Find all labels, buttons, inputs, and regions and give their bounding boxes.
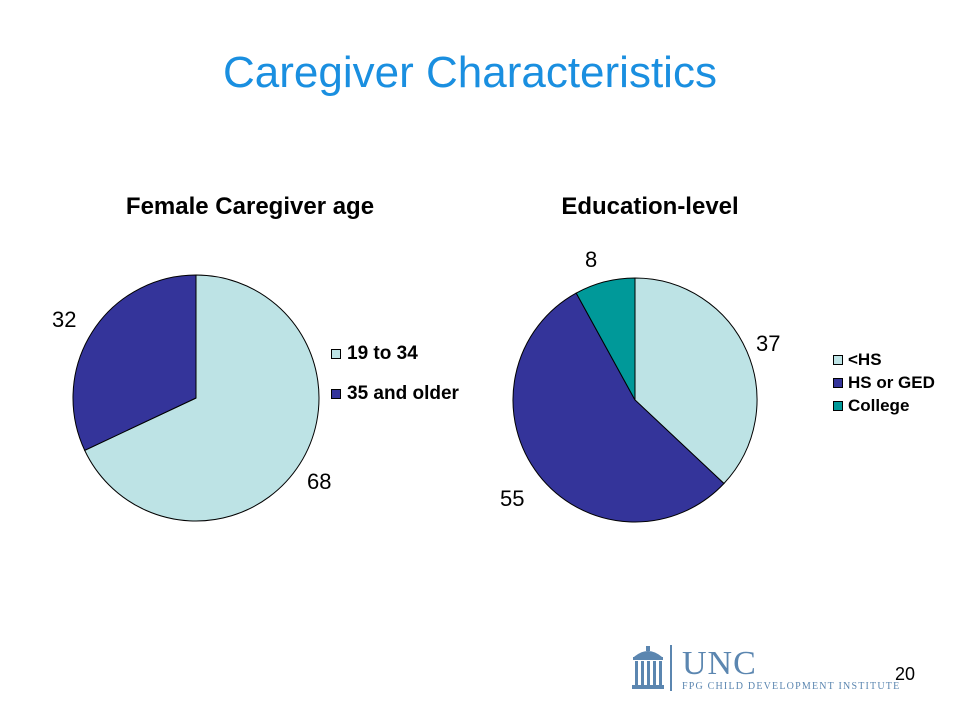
data-label-age-35-older: 32 (52, 307, 77, 332)
legend-item: 19 to 34 (331, 343, 459, 365)
legend-age: 19 to 34 35 and older (331, 343, 459, 405)
logo-divider (670, 645, 672, 691)
unc-fpg-logo: UNC FPG CHILD DEVELOPMENT INSTITUTE (630, 643, 899, 695)
slide-title: Caregiver Characteristics (223, 48, 717, 97)
page-number: 20 (894, 664, 915, 684)
logo-subtitle: FPG CHILD DEVELOPMENT INSTITUTE (682, 681, 901, 692)
chart-title-age: Female Caregiver age (125, 193, 375, 220)
old-well-icon (632, 646, 664, 689)
education-pie-chart (512, 277, 758, 523)
pie-slice-35-and-older (72, 274, 197, 452)
legend-label: College (848, 396, 910, 415)
legend-item: 35 and older (331, 383, 459, 405)
legend-swatch (331, 389, 341, 399)
data-label-edu-lt-hs: 37 (756, 331, 781, 356)
legend-education: <HS HS or GED College (833, 350, 935, 416)
legend-label: 19 to 34 (347, 343, 418, 364)
logo-name: UNC (682, 645, 757, 682)
pie-slice-hs-or-ged (512, 292, 725, 523)
legend-label: 35 and older (347, 383, 459, 404)
legend-swatch (833, 401, 843, 411)
data-label-edu-college: 8 (585, 247, 598, 272)
pie-slice-college (575, 277, 636, 401)
legend-swatch (833, 378, 843, 388)
pie-slice-hs (634, 277, 758, 485)
legend-label: <HS (848, 350, 882, 369)
data-label-age-19-34: 68 (307, 469, 332, 494)
legend-swatch (331, 349, 341, 359)
age-pie-chart (72, 274, 320, 522)
data-label-edu-hs-ged: 55 (500, 486, 525, 511)
legend-item: HS or GED (833, 373, 935, 393)
legend-swatch (833, 355, 843, 365)
legend-item: College (833, 396, 935, 416)
chart-title-education: Education-level (561, 193, 739, 220)
legend-label: HS or GED (848, 373, 935, 392)
pie-slice-19-to-34 (84, 274, 320, 522)
legend-item: <HS (833, 350, 935, 370)
